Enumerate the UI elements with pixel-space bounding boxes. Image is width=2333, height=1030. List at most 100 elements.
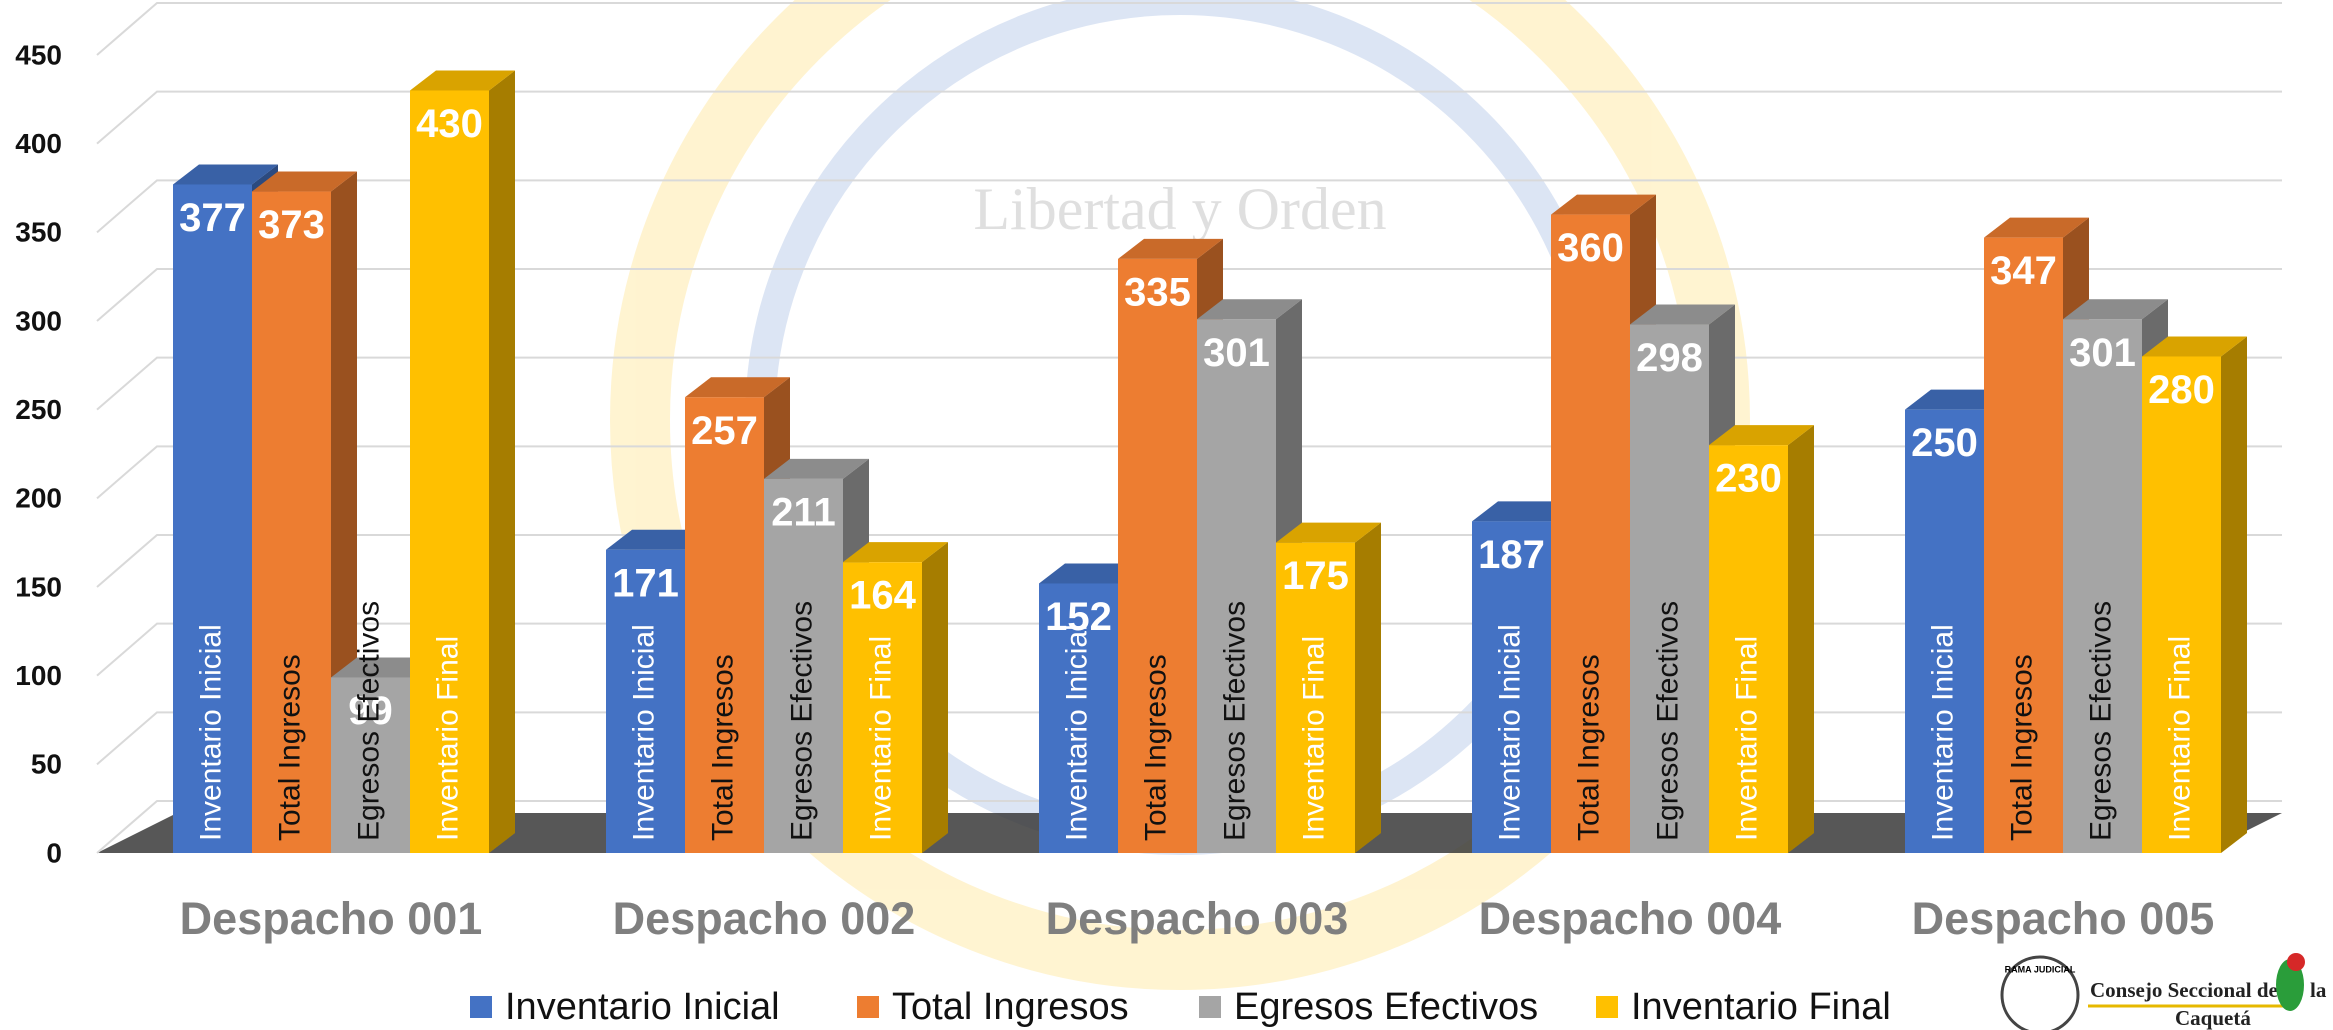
bar-side-shade: [489, 70, 515, 853]
bar: [764, 478, 843, 853]
bar: [331, 677, 410, 853]
x-tick-label: Despacho 001: [180, 893, 483, 944]
bar-top: [173, 164, 278, 185]
data-label: 301: [1203, 331, 1270, 375]
bar-top-shade: [1197, 299, 1302, 320]
bar-series-label: Inventario Final: [431, 636, 464, 841]
bar-side: [1355, 522, 1381, 853]
bar-top: [1630, 304, 1735, 325]
bar-side: [2221, 336, 2247, 853]
legend-swatch: [1199, 996, 1221, 1018]
bar-series-label: Egresos Efectivos: [352, 601, 385, 841]
bar: [1709, 445, 1788, 853]
bar-top-shade: [1630, 304, 1735, 325]
bar-top: [1905, 389, 2010, 410]
bar-series-label: Inventario Inicial: [1493, 624, 1526, 841]
bar-side-shade: [1355, 522, 1381, 853]
bar-top: [2142, 336, 2247, 357]
bar: [843, 562, 922, 853]
bar-top-shade: [764, 458, 869, 479]
grid-line: [96, 2, 2282, 56]
bar: [1472, 521, 1551, 853]
y-tick-label: 100: [15, 660, 62, 691]
bar-series-label: Inventario Inicial: [1926, 624, 1959, 841]
bar-top-shade: [1984, 217, 2089, 238]
bar-series-label: Total Ingresos: [1139, 654, 1172, 841]
data-label: 175: [1282, 554, 1349, 598]
bar: [252, 191, 331, 854]
logo-line1: Consejo Seccional de: [2090, 978, 2278, 1002]
data-label: 230: [1715, 457, 1782, 501]
data-label: 430: [416, 102, 483, 146]
y-tick-label: 200: [15, 483, 62, 514]
bar-top: [1039, 563, 1144, 584]
bar-top: [764, 458, 869, 479]
bar-series-label: Total Ingresos: [2005, 654, 2038, 841]
bar-top-shade: [2063, 299, 2168, 320]
bar-series-label: Egresos Efectivos: [2084, 601, 2117, 841]
bar-top: [1118, 238, 1223, 259]
bar-top-shade: [1551, 194, 1656, 215]
bar-top: [252, 171, 357, 192]
data-label: 164: [849, 574, 916, 618]
bar-top: [1709, 425, 1814, 446]
bar-top-shade: [1039, 563, 1144, 584]
y-tick-label: 400: [15, 128, 62, 159]
bar-series-label: Inventario Inicial: [1060, 624, 1093, 841]
bar-side: [922, 542, 948, 853]
bar-series-label: Egresos Efectivos: [785, 601, 818, 841]
bar: [606, 549, 685, 853]
logo-line3: Caquetá: [2175, 1006, 2251, 1030]
y-tick-label: 0: [46, 837, 62, 868]
bar-side: [489, 70, 515, 853]
bar: [1276, 542, 1355, 853]
bar-top: [1197, 299, 1302, 320]
bar-series-label: Inventario Final: [2163, 636, 2196, 841]
bar: [2142, 356, 2221, 853]
bar-top: [331, 657, 436, 678]
bar-top: [1551, 194, 1656, 215]
bar-top-shade: [410, 70, 515, 91]
bar-top: [1276, 522, 1381, 543]
grid-line: [96, 179, 2282, 234]
data-label: 335: [1124, 270, 1191, 314]
bar-top-shade: [173, 164, 278, 185]
legend-label: Egresos Efectivos: [1234, 986, 1538, 1028]
bar: [1039, 583, 1118, 853]
logo: RAMA JUDICIAL Consejo Seccional de la Ca…: [2000, 953, 2327, 1030]
bar: [1630, 324, 1709, 854]
bar: [1197, 319, 1276, 853]
bar-top: [1984, 217, 2089, 238]
x-tick-label: Despacho 003: [1046, 893, 1349, 944]
bar-series-label: Total Ingresos: [273, 654, 306, 841]
logo-seal: RAMA JUDICIAL: [2005, 964, 2076, 974]
bar-top-shade: [685, 377, 790, 398]
bar-series-label: Egresos Efectivos: [1651, 601, 1684, 841]
data-label: 257: [691, 409, 758, 453]
bar: [1118, 258, 1197, 853]
y-tick-label: 150: [15, 571, 62, 602]
data-label: 360: [1557, 226, 1624, 270]
bar-series-label: Total Ingresos: [706, 654, 739, 841]
bar-top: [685, 377, 790, 398]
data-label: 298: [1636, 336, 1703, 380]
bar-top: [2063, 299, 2168, 320]
bar-side: [1788, 425, 1814, 853]
bar: [173, 184, 252, 853]
bar-top-shade: [252, 171, 357, 192]
bar-top: [1472, 501, 1577, 522]
bar: [1984, 237, 2063, 854]
bar: [1551, 214, 1630, 854]
data-label: 211: [771, 490, 836, 534]
legend-swatch: [470, 996, 492, 1018]
bar-top: [606, 529, 711, 550]
data-label: 280: [2148, 368, 2215, 412]
bar-side-shade: [2221, 336, 2247, 853]
bar-side-shade: [922, 542, 948, 853]
data-label: 99: [348, 689, 393, 733]
bar-series-label: Inventario Final: [864, 636, 897, 841]
y-tick-label: 250: [15, 394, 62, 425]
legend-swatch: [1596, 996, 1618, 1018]
bar-series-label: Inventario Final: [1297, 636, 1330, 841]
